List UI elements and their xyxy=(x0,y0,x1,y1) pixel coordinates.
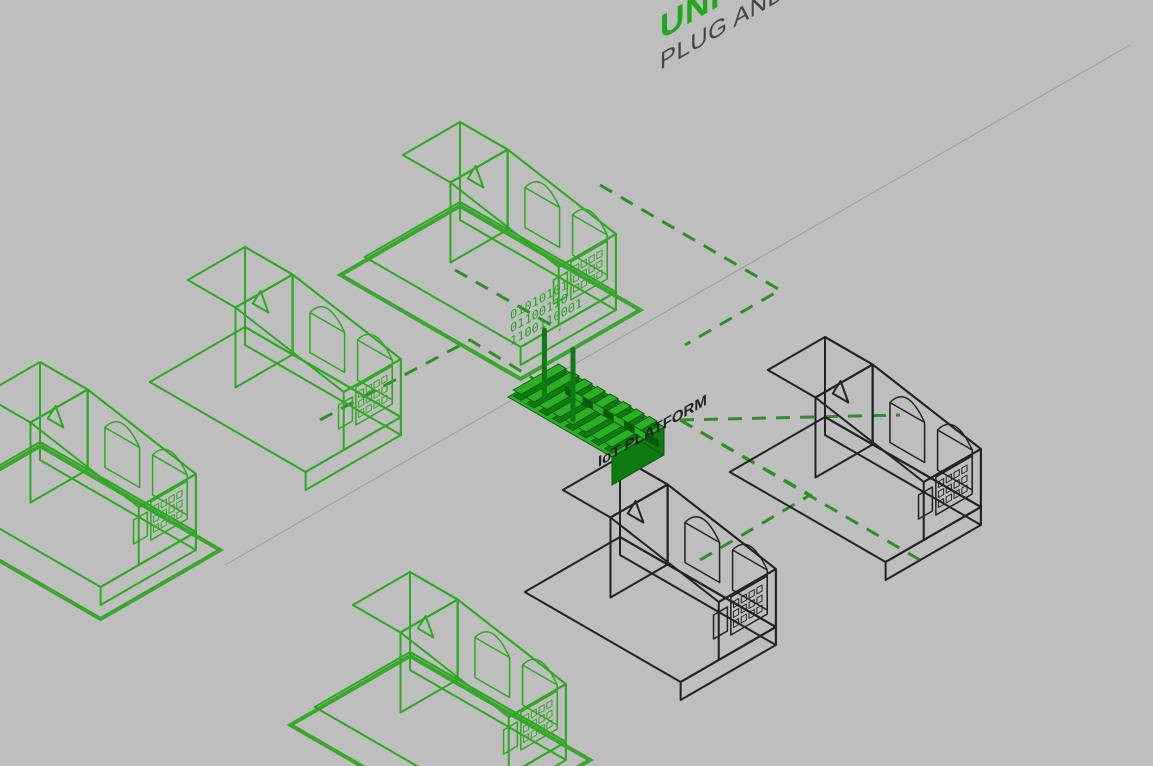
m-bottom-right xyxy=(525,457,776,700)
connection-line xyxy=(600,185,780,345)
diagram-svg xyxy=(0,0,1153,766)
m-left xyxy=(0,362,220,619)
m-top-front xyxy=(150,247,401,490)
connection-line xyxy=(680,415,900,420)
m-bottom-front xyxy=(290,572,590,766)
connection-line xyxy=(680,420,810,560)
diagram-stage: { "type": "network-isometric", "backgrou… xyxy=(0,0,1153,766)
m-top-back xyxy=(340,122,640,379)
m-right xyxy=(730,337,981,580)
connection-line xyxy=(680,420,920,560)
iot-gateway xyxy=(508,330,664,485)
